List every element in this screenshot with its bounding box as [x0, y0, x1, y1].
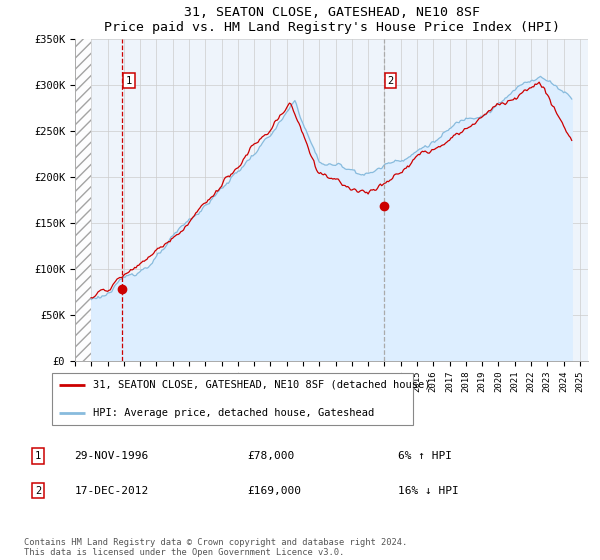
- Text: Contains HM Land Registry data © Crown copyright and database right 2024.
This d: Contains HM Land Registry data © Crown c…: [24, 538, 407, 557]
- Text: 2: 2: [35, 486, 41, 496]
- Text: 29-NOV-1996: 29-NOV-1996: [74, 451, 148, 461]
- Text: 17-DEC-2012: 17-DEC-2012: [74, 486, 148, 496]
- Text: 1: 1: [35, 451, 41, 461]
- Text: 31, SEATON CLOSE, GATESHEAD, NE10 8SF (detached house): 31, SEATON CLOSE, GATESHEAD, NE10 8SF (d…: [92, 380, 430, 390]
- Text: £169,000: £169,000: [247, 486, 301, 496]
- Bar: [75, 39, 91, 361]
- Title: 31, SEATON CLOSE, GATESHEAD, NE10 8SF
Price paid vs. HM Land Registry's House Pr: 31, SEATON CLOSE, GATESHEAD, NE10 8SF Pr…: [104, 6, 560, 34]
- Text: 1: 1: [126, 76, 132, 86]
- Text: £78,000: £78,000: [247, 451, 295, 461]
- Text: HPI: Average price, detached house, Gateshead: HPI: Average price, detached house, Gate…: [92, 408, 374, 418]
- Text: 16% ↓ HPI: 16% ↓ HPI: [398, 486, 458, 496]
- Text: 2: 2: [387, 76, 394, 86]
- Text: 6% ↑ HPI: 6% ↑ HPI: [398, 451, 452, 461]
- FancyBboxPatch shape: [52, 372, 413, 426]
